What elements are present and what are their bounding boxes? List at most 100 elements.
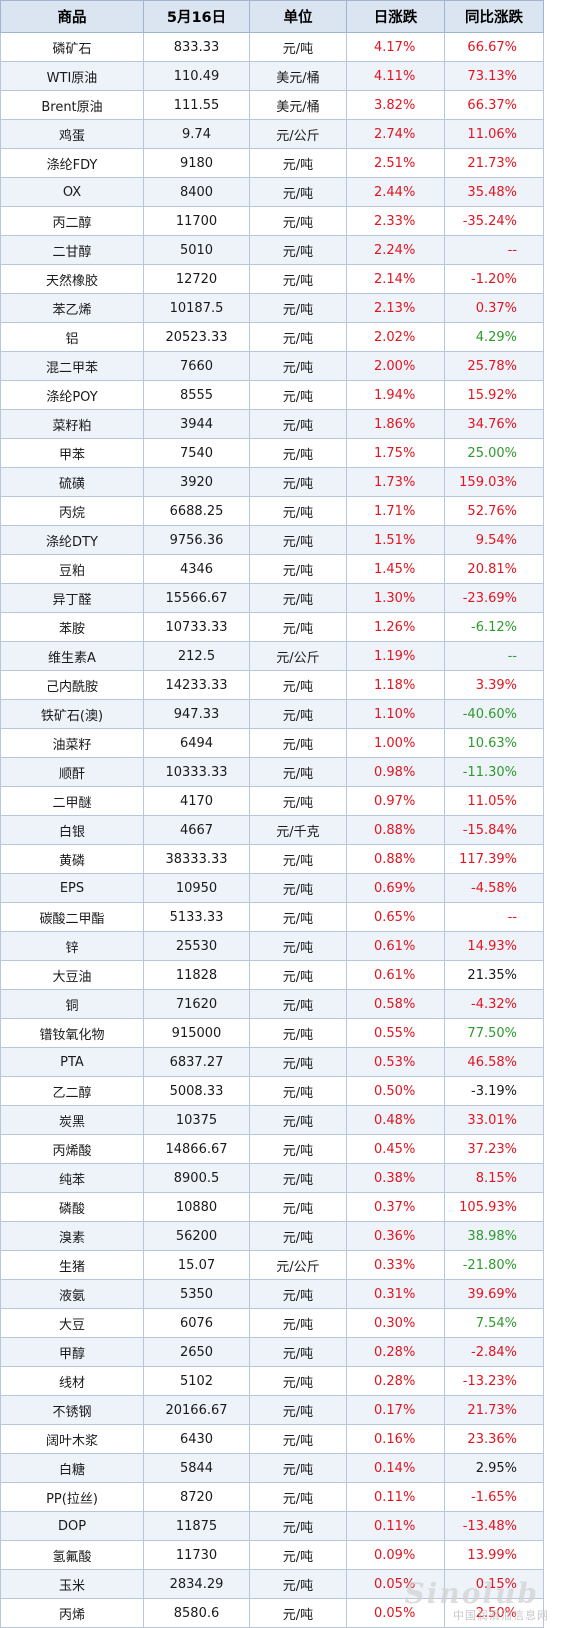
unit-cell: 元/吨: [249, 1279, 347, 1309]
price-cell: 15.07: [143, 1250, 250, 1280]
price-cell: 6494: [143, 728, 250, 758]
unit-cell: 元/吨: [249, 554, 347, 584]
price-cell: 10375: [143, 1105, 250, 1135]
price-table: 商品 5月16日 单位 日涨跌 同比涨跌 磷矿石 833.33 元/吨 4.17% 66…: [0, 0, 544, 1628]
unit-cell: 元/吨: [249, 699, 347, 729]
daily-change-cell: 1.73%: [346, 467, 445, 497]
table-row: 己内酰胺 14233.33 元/吨 1.18% 3.39%: [0, 670, 544, 700]
daily-change-cell: 2.51%: [346, 148, 445, 178]
yoy-change-cell: -23.69%: [444, 583, 544, 613]
commodity-cell: 异丁醛: [0, 583, 144, 613]
daily-change-cell: 0.31%: [346, 1279, 445, 1309]
yoy-change-cell: -4.58%: [444, 873, 544, 903]
table-row: 玉米 2834.29 元/吨 0.05% 0.15%: [0, 1569, 544, 1599]
unit-cell: 元/吨: [249, 1598, 347, 1628]
commodity-cell: 油菜籽: [0, 728, 144, 758]
yoy-change-cell: 10.63%: [444, 728, 544, 758]
daily-change-cell: 0.30%: [346, 1308, 445, 1338]
price-cell: 6076: [143, 1308, 250, 1338]
daily-change-cell: 0.11%: [346, 1482, 445, 1512]
yoy-change-cell: 33.01%: [444, 1105, 544, 1135]
table-row: 大豆油 11828 元/吨 0.61% 21.35%: [0, 960, 544, 990]
table-row: 阔叶木浆 6430 元/吨 0.16% 23.36%: [0, 1424, 544, 1454]
table-row: 鸡蛋 9.74 元/公斤 2.74% 11.06%: [0, 119, 544, 149]
table-row: 白银 4667 元/千克 0.88% -15.84%: [0, 815, 544, 845]
daily-change-cell: 2.24%: [346, 235, 445, 265]
daily-change-cell: 0.28%: [346, 1366, 445, 1396]
commodity-cell: PP(拉丝): [0, 1482, 144, 1512]
table-header: 商品 5月16日 单位 日涨跌 同比涨跌: [0, 0, 544, 33]
unit-cell: 元/吨: [249, 844, 347, 874]
unit-cell: 元/吨: [249, 1366, 347, 1396]
table-row: 硫磺 3920 元/吨 1.73% 159.03%: [0, 467, 544, 497]
unit-cell: 元/吨: [249, 1047, 347, 1077]
commodity-cell: 甲苯: [0, 438, 144, 468]
yoy-change-cell: 25.00%: [444, 438, 544, 468]
commodity-cell: 二甘醇: [0, 235, 144, 265]
daily-change-cell: 2.00%: [346, 351, 445, 381]
yoy-change-cell: 25.78%: [444, 351, 544, 381]
price-cell: 7660: [143, 351, 250, 381]
daily-change-cell: 3.82%: [346, 90, 445, 120]
yoy-change-cell: 73.13%: [444, 61, 544, 91]
price-cell: 6688.25: [143, 496, 250, 526]
daily-change-cell: 0.53%: [346, 1047, 445, 1077]
commodity-cell: 玉米: [0, 1569, 144, 1599]
yoy-change-cell: 2.95%: [444, 1453, 544, 1483]
daily-change-cell: 0.98%: [346, 757, 445, 787]
price-cell: 947.33: [143, 699, 250, 729]
commodity-cell: OX: [0, 177, 144, 207]
table-row: 涤纶FDY 9180 元/吨 2.51% 21.73%: [0, 148, 544, 178]
unit-cell: 元/吨: [249, 989, 347, 1019]
daily-change-cell: 1.86%: [346, 409, 445, 439]
yoy-change-cell: 3.39%: [444, 670, 544, 700]
yoy-change-cell: 9.54%: [444, 525, 544, 555]
commodity-cell: 维生素A: [0, 641, 144, 671]
unit-cell: 元/千克: [249, 815, 347, 845]
table-row: DOP 11875 元/吨 0.11% -13.48%: [0, 1511, 544, 1541]
daily-change-cell: 0.58%: [346, 989, 445, 1019]
table-row: 丙烷 6688.25 元/吨 1.71% 52.76%: [0, 496, 544, 526]
commodity-cell: 混二甲苯: [0, 351, 144, 381]
price-cell: 5133.33: [143, 902, 250, 932]
unit-cell: 元/吨: [249, 1482, 347, 1512]
daily-change-cell: 2.14%: [346, 264, 445, 294]
commodity-cell: 铝: [0, 322, 144, 352]
yoy-change-cell: -35.24%: [444, 206, 544, 236]
commodity-cell: 丙烯: [0, 1598, 144, 1628]
commodity-cell: 鸡蛋: [0, 119, 144, 149]
daily-change-cell: 1.18%: [346, 670, 445, 700]
table-row: WTI原油 110.49 美元/桶 4.11% 73.13%: [0, 61, 544, 91]
price-cell: 8580.6: [143, 1598, 250, 1628]
price-cell: 8555: [143, 380, 250, 410]
price-cell: 25530: [143, 931, 250, 961]
price-cell: 11730: [143, 1540, 250, 1570]
unit-cell: 元/吨: [249, 438, 347, 468]
unit-cell: 元/吨: [249, 322, 347, 352]
price-cell: 4667: [143, 815, 250, 845]
header-daily-change: 日涨跌: [346, 0, 445, 33]
daily-change-cell: 0.50%: [346, 1076, 445, 1106]
unit-cell: 元/吨: [249, 525, 347, 555]
commodity-cell: 乙二醇: [0, 1076, 144, 1106]
daily-change-cell: 1.75%: [346, 438, 445, 468]
commodity-cell: 溴素: [0, 1221, 144, 1251]
unit-cell: 元/吨: [249, 264, 347, 294]
table-row: 液氨 5350 元/吨 0.31% 39.69%: [0, 1279, 544, 1309]
commodity-cell: EPS: [0, 873, 144, 903]
unit-cell: 元/吨: [249, 1105, 347, 1135]
table-row: 菜籽粕 3944 元/吨 1.86% 34.76%: [0, 409, 544, 439]
daily-change-cell: 0.61%: [346, 931, 445, 961]
table-row: PP(拉丝) 8720 元/吨 0.11% -1.65%: [0, 1482, 544, 1512]
unit-cell: 元/吨: [249, 1163, 347, 1193]
commodity-cell: 线材: [0, 1366, 144, 1396]
commodity-cell: 菜籽粕: [0, 409, 144, 439]
price-cell: 15566.67: [143, 583, 250, 613]
price-cell: 71620: [143, 989, 250, 1019]
unit-cell: 美元/桶: [249, 90, 347, 120]
unit-cell: 元/吨: [249, 32, 347, 62]
yoy-change-cell: 2.50%: [444, 1598, 544, 1628]
commodity-cell: 己内酰胺: [0, 670, 144, 700]
yoy-change-cell: 13.99%: [444, 1540, 544, 1570]
commodity-cell: 大豆: [0, 1308, 144, 1338]
